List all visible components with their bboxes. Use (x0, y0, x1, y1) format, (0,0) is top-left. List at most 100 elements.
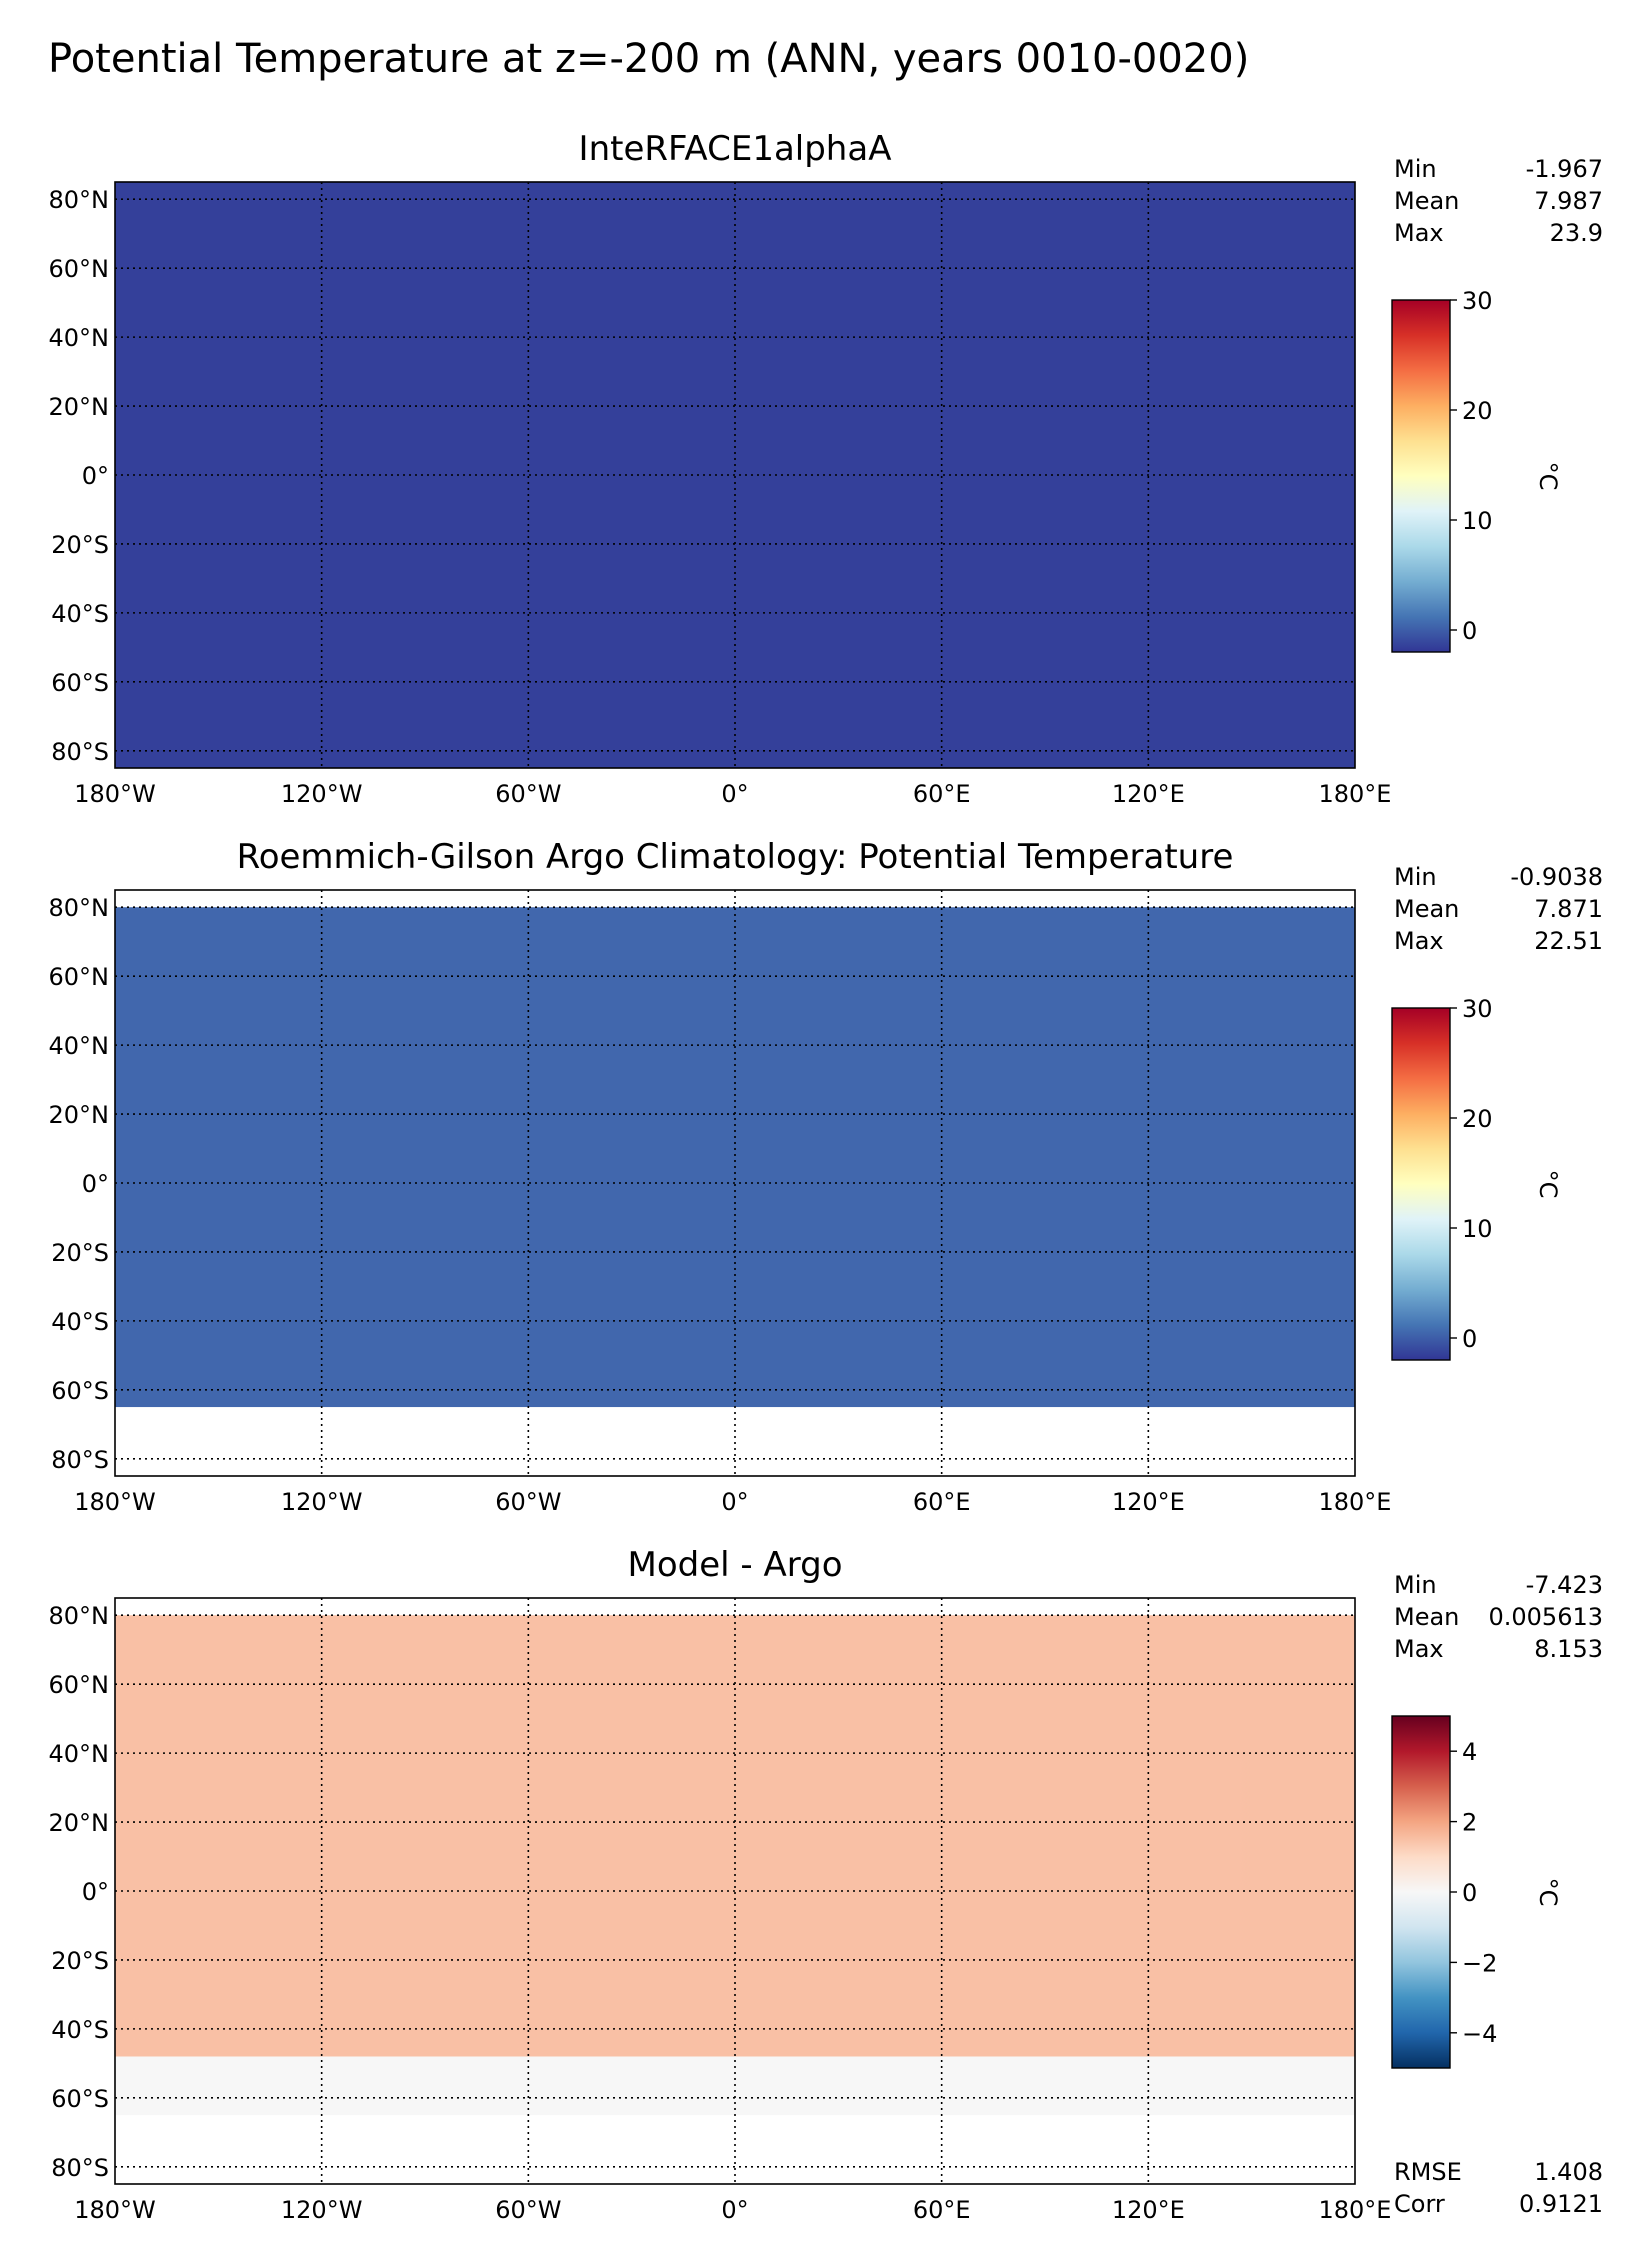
stat-label: Corr (1394, 2190, 1445, 2218)
stat-value: 0.9121 (1519, 2190, 1603, 2218)
stat-label: Max (1394, 219, 1444, 247)
stat-value: 7.871 (1534, 895, 1603, 923)
y-tick-label: 20°S (51, 531, 109, 559)
map-frame (114, 1597, 1356, 2185)
colorbar-tick-label: 30 (1462, 995, 1493, 1023)
stat-label: Mean (1394, 1603, 1459, 1631)
stat-value: -7.423 (1526, 1571, 1603, 1599)
x-tick-label: 0° (721, 780, 748, 808)
x-tick-label: 120°E (1112, 1488, 1185, 1516)
x-tick-label: 180°E (1319, 780, 1392, 808)
x-tick-label: 60°W (495, 2196, 561, 2224)
stat-value: 8.153 (1534, 1635, 1603, 1663)
stat-value: -0.9038 (1510, 863, 1603, 891)
x-tick-label: 60°E (913, 2196, 971, 2224)
y-tick-label: 40°S (51, 600, 109, 628)
stat-value: 1.408 (1534, 2158, 1603, 2186)
stat-label: Mean (1394, 187, 1459, 215)
y-tick-label: 20°N (49, 1809, 110, 1837)
colorbar-tick-label: 10 (1462, 1215, 1493, 1243)
figure-title: Potential Temperature at z=-200 m (ANN, … (48, 36, 1249, 82)
stat-label: Max (1394, 1635, 1444, 1663)
y-tick-label: 60°N (49, 1671, 110, 1699)
y-tick-label: 60°S (51, 2085, 109, 2113)
y-tick-label: 60°S (51, 669, 109, 697)
colorbar-tick-label: 30 (1462, 287, 1493, 315)
colorbar-tick-label: 20 (1462, 1105, 1493, 1133)
x-tick-label: 180°E (1319, 2196, 1392, 2224)
x-tick-label: 60°E (913, 780, 971, 808)
colorbar-tick-label: −2 (1462, 1949, 1497, 1977)
y-tick-label: 80°N (49, 1602, 110, 1630)
map-frame (114, 181, 1356, 769)
y-tick-label: 60°S (51, 1377, 109, 1405)
ocean-field (115, 907, 1355, 1408)
y-tick-label: 20°N (49, 1101, 110, 1129)
panel-difference: Model - Argo 180°W 120°W 60°W 0° 60°E 120°E 180… (49, 1545, 1604, 2224)
colorbar-tick-label: 0 (1462, 1879, 1477, 1907)
y-tick-label: 80°S (51, 2154, 109, 2182)
x-tick-label: 60°W (495, 780, 561, 808)
y-tick-label: 20°N (49, 393, 110, 421)
y-tick-label: 20°S (51, 1239, 109, 1267)
colorbar-tick-label: 0 (1462, 617, 1477, 645)
x-tick-label: 180°W (74, 780, 156, 808)
stat-label: RMSE (1394, 2158, 1462, 2186)
panel-argo: Roemmich-Gilson Argo Climatology: Potent… (49, 837, 1604, 1516)
colorbar-label: °C (1534, 462, 1562, 491)
stat-label: Min (1394, 1571, 1437, 1599)
colorbar-tick-label: 20 (1462, 397, 1493, 425)
y-tick-label: 40°N (49, 324, 110, 352)
stat-label: Min (1394, 863, 1437, 891)
y-tick-label: 60°N (49, 963, 110, 991)
colorbar-label: °C (1534, 1878, 1562, 1907)
y-tick-label: 40°N (49, 1032, 110, 1060)
x-tick-label: 120°W (281, 2196, 363, 2224)
x-tick-label: 120°E (1112, 2196, 1185, 2224)
y-tick-label: 40°S (51, 1308, 109, 1336)
y-tick-label: 80°S (51, 738, 109, 766)
stat-value: -1.967 (1526, 155, 1603, 183)
ocean-field (115, 1615, 1355, 2116)
stat-label: Mean (1394, 895, 1459, 923)
y-tick-label: 80°N (49, 186, 110, 214)
y-tick-label: 0° (82, 462, 109, 490)
stat-value: 7.987 (1534, 187, 1603, 215)
colorbar (1391, 1715, 1451, 2069)
x-tick-label: 180°W (74, 2196, 156, 2224)
x-tick-label: 180°W (74, 1488, 156, 1516)
map-frame (114, 889, 1356, 1477)
y-tick-label: 60°N (49, 255, 110, 283)
colorbar-tick-label: 0 (1462, 1325, 1477, 1353)
y-tick-label: 0° (82, 1878, 109, 1906)
colorbar-tick-label: −4 (1462, 2020, 1497, 2048)
y-tick-label: 40°N (49, 1740, 110, 1768)
colorbar-tick-label: 10 (1462, 507, 1493, 535)
x-tick-label: 120°W (281, 1488, 363, 1516)
colorbar (1391, 1007, 1451, 1361)
stat-value: 22.51 (1534, 927, 1603, 955)
x-tick-label: 120°W (281, 780, 363, 808)
colorbar-label: °C (1534, 1170, 1562, 1199)
y-tick-label: 80°S (51, 1446, 109, 1474)
stat-value: 23.9 (1550, 219, 1603, 247)
y-tick-label: 40°S (51, 2016, 109, 2044)
x-tick-label: 60°E (913, 1488, 971, 1516)
x-tick-label: 120°E (1112, 780, 1185, 808)
colorbar-tick-label: 4 (1462, 1738, 1477, 1766)
colorbar-tick-label: 2 (1462, 1809, 1477, 1837)
x-tick-label: 0° (721, 1488, 748, 1516)
y-tick-label: 20°S (51, 1947, 109, 1975)
x-tick-label: 0° (721, 2196, 748, 2224)
panel-title: Roemmich-Gilson Argo Climatology: Potent… (237, 837, 1234, 877)
stat-value: 0.005613 (1488, 1603, 1603, 1631)
stat-label: Max (1394, 927, 1444, 955)
colorbar (1391, 299, 1451, 653)
y-tick-label: 80°N (49, 894, 110, 922)
panel-model: InteRFACE1alphaA 180°W 120°W 60°W 0° 60°E 120°… (49, 129, 1604, 808)
x-tick-label: 180°E (1319, 1488, 1392, 1516)
y-tick-label: 0° (82, 1170, 109, 1198)
stat-label: Min (1394, 155, 1437, 183)
panel-title: InteRFACE1alphaA (579, 129, 892, 169)
